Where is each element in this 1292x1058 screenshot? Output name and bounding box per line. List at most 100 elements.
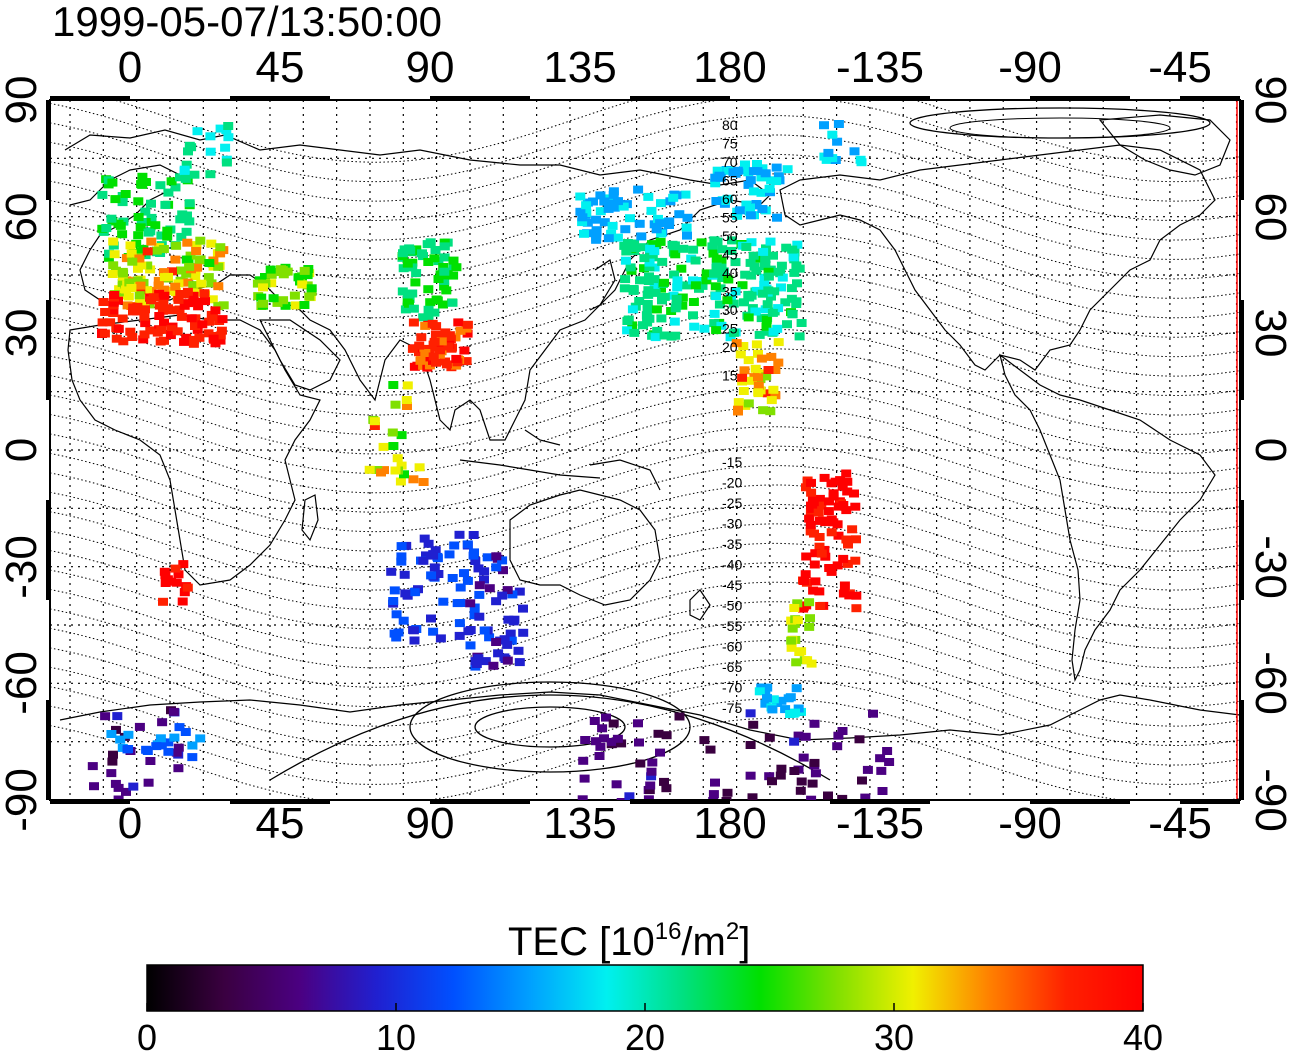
- tec-cell: [696, 238, 707, 247]
- tec-cell: [763, 286, 774, 295]
- tec-cell: [644, 258, 655, 267]
- tec-cell: [514, 658, 525, 667]
- tec-cell: [98, 298, 109, 306]
- tec-cell: [636, 232, 647, 241]
- tec-cell: [761, 322, 772, 331]
- tec-cell: [118, 269, 129, 278]
- tec-cell: [152, 328, 163, 337]
- tec-cell: [659, 777, 669, 786]
- tec-cell: [787, 245, 798, 254]
- tec-cell: [151, 246, 162, 255]
- tec-cell: [491, 597, 502, 606]
- tec-cell: [387, 428, 398, 437]
- tec-cell: [452, 599, 463, 608]
- longitude-tick-label: 180: [693, 799, 767, 848]
- contour-label: -70: [722, 680, 742, 696]
- tec-cell: [180, 728, 191, 736]
- tec-cell: [127, 257, 138, 266]
- tec-cell: [479, 567, 490, 576]
- tec-cell: [753, 381, 764, 390]
- tec-cell: [741, 243, 752, 251]
- tec-cell: [644, 786, 655, 795]
- tec-cell: [181, 333, 192, 342]
- contour-label: 75: [722, 136, 738, 152]
- frame-tick: [230, 96, 330, 101]
- tec-cell: [833, 531, 844, 540]
- contour-label: 30: [722, 302, 738, 318]
- tec-cell: [424, 361, 435, 370]
- longitude-tick-label: 45: [255, 799, 305, 848]
- tec-cell: [115, 735, 126, 744]
- tec-cell: [606, 737, 617, 746]
- tec-cell: [868, 709, 878, 718]
- tec-cell: [184, 217, 195, 226]
- tec-cell: [123, 292, 134, 301]
- tec-cell: [187, 741, 198, 750]
- tec-cell: [425, 298, 436, 307]
- tec-cell: [289, 291, 300, 300]
- tec-cell: [766, 352, 777, 361]
- tec-cell: [99, 329, 110, 338]
- tec-cell: [448, 271, 459, 280]
- tec-cell: [491, 638, 502, 646]
- tec-cell: [189, 170, 200, 179]
- tec-cell: [688, 276, 698, 285]
- tec-cell: [173, 295, 184, 304]
- tec-cell: [740, 160, 750, 169]
- tec-cell: [135, 286, 146, 295]
- tec-cell: [439, 267, 450, 276]
- tec-cell: [745, 741, 756, 749]
- tec-cell: [669, 317, 680, 326]
- tec-cell: [189, 335, 200, 344]
- tec-cell: [473, 564, 484, 573]
- tec-cell: [110, 195, 121, 204]
- tec-cell: [767, 705, 778, 714]
- tec-cell: [125, 327, 136, 336]
- tec-cell: [266, 270, 277, 279]
- tec-cell: [791, 297, 802, 306]
- tec-cell: [810, 549, 821, 558]
- tec-cell: [153, 276, 164, 285]
- longitude-tick-label: -45: [1148, 43, 1212, 92]
- tec-cell: [656, 199, 666, 208]
- tec-cell: [514, 587, 525, 596]
- tec-cell: [681, 281, 692, 290]
- tec-cell: [106, 214, 117, 223]
- tec-cell: [659, 331, 670, 340]
- tec-cell: [860, 793, 871, 800]
- tec-cell: [763, 366, 774, 374]
- tec-cell: [828, 489, 839, 498]
- tec-cell: [438, 597, 449, 606]
- tec-cell: [793, 704, 804, 713]
- tec-cell: [649, 220, 660, 229]
- tec-cell: [642, 300, 653, 308]
- tec-cell: [762, 694, 772, 703]
- tec-cell: [723, 275, 734, 284]
- tec-cell: [628, 286, 639, 295]
- tec-cell: [696, 277, 707, 285]
- tec-cell: [728, 299, 739, 308]
- tec-cell: [699, 736, 710, 745]
- tec-cell: [192, 127, 203, 136]
- tec-cell: [396, 431, 407, 440]
- tec-cell: [776, 283, 786, 292]
- tec-cell: [690, 281, 701, 290]
- tec-cell: [849, 147, 860, 156]
- tec-cell: [646, 767, 657, 776]
- tec-cell: [117, 198, 128, 207]
- tec-cell: [154, 312, 165, 320]
- tec-cell: [795, 786, 806, 795]
- tec-cell: [591, 233, 602, 242]
- tec-cell: [414, 341, 425, 350]
- tec-cell: [215, 124, 226, 133]
- tec-cell: [771, 163, 782, 172]
- tec-cell: [594, 752, 605, 760]
- tec-cell: [751, 266, 762, 275]
- tec-cell: [133, 197, 144, 206]
- longitude-tick-label: 90: [405, 799, 455, 848]
- tec-cell: [711, 254, 722, 263]
- tec-cell: [841, 469, 852, 478]
- tec-cell: [807, 779, 818, 788]
- tec-cell: [221, 126, 232, 135]
- tec-cell: [451, 263, 462, 272]
